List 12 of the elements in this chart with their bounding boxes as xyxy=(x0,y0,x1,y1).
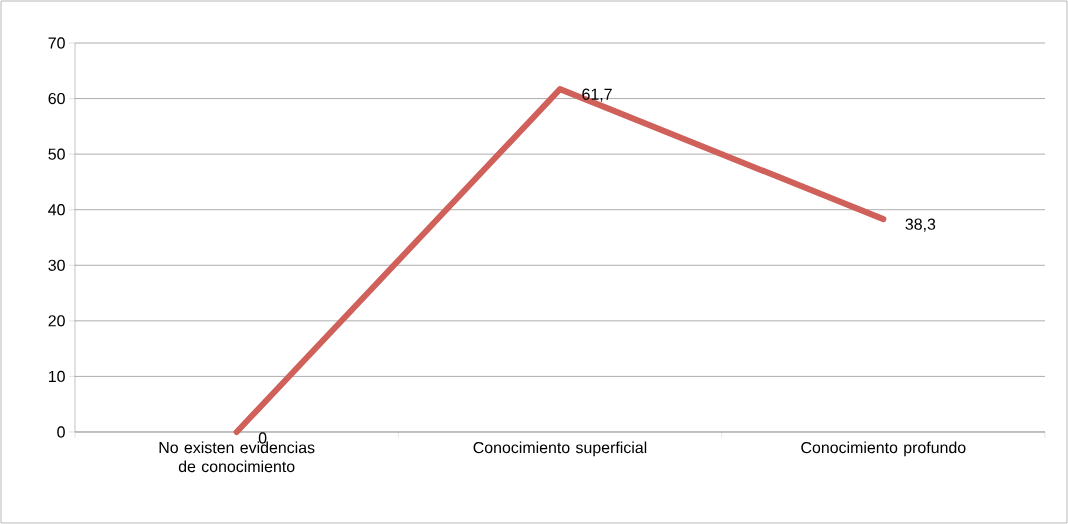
y-tick-label: 40 xyxy=(48,204,65,216)
y-tick-label: 0 xyxy=(57,426,65,438)
x-tick-label: Conocimiento superficial xyxy=(473,441,647,457)
y-tick-label: 50 xyxy=(48,148,65,160)
y-tick-label: 30 xyxy=(48,259,65,271)
y-tick-label: 70 xyxy=(48,37,65,49)
y-tick-label: 20 xyxy=(48,315,65,327)
x-tick-label: Conocimiento profundo xyxy=(801,441,966,457)
data-label: 38,3 xyxy=(905,218,936,232)
y-tick-label: 60 xyxy=(48,92,65,105)
data-label: 61,7 xyxy=(582,88,612,102)
y-tick-label: 10 xyxy=(48,370,65,383)
